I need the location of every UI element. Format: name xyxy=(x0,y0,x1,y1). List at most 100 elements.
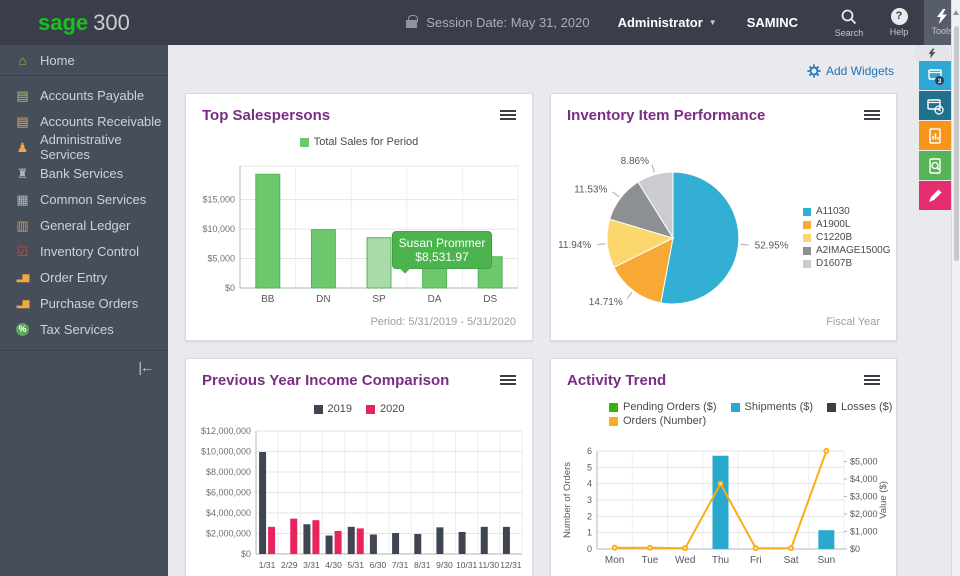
page-scrollbar[interactable] xyxy=(951,0,960,576)
sidebar-item-label: Purchase Orders xyxy=(40,295,139,311)
sidebar-item-bank-services[interactable]: ♜ Bank Services xyxy=(0,160,168,186)
svg-text:3: 3 xyxy=(587,495,592,505)
sidebar-item-tax-services[interactable]: % Tax Services xyxy=(0,316,168,342)
sidebar-item-label: General Ledger xyxy=(40,217,131,233)
chevron-down-icon: ▼ xyxy=(708,18,717,27)
bar-sp[interactable] xyxy=(366,237,392,289)
sidebar-item-label: Home xyxy=(40,52,75,68)
svg-text:$5,000: $5,000 xyxy=(850,457,878,467)
sidebar-item-inventory-control[interactable]: ☑ Inventory Control xyxy=(0,238,168,264)
administrative-services-icon: ♟ xyxy=(16,139,29,155)
svg-text:$3,000: $3,000 xyxy=(850,492,878,502)
svg-text:Wed: Wed xyxy=(675,555,695,566)
svg-text:4/30: 4/30 xyxy=(325,560,342,570)
svg-text:0: 0 xyxy=(587,544,592,554)
svg-text:$12,000,000: $12,000,000 xyxy=(201,426,251,436)
user-menu[interactable]: Administrator ▼ xyxy=(618,15,717,30)
svg-text:Value ($): Value ($) xyxy=(878,481,889,519)
sidebar-divider xyxy=(0,75,168,76)
bar-3-31[interactable] xyxy=(303,524,311,554)
add-widgets-button[interactable]: Add Widgets xyxy=(807,64,894,78)
legend-item-losses: Losses ($) xyxy=(827,401,892,413)
accounts-payable-icon: ▤ xyxy=(16,87,29,103)
search-icon xyxy=(841,9,857,24)
svg-text:2: 2 xyxy=(587,511,592,521)
sidebar-item-accounts-receivable[interactable]: ▤ Accounts Receivable xyxy=(0,108,168,134)
tools-rail: 3 xyxy=(919,61,951,211)
tooltip-title: Susan Prommer xyxy=(398,236,486,250)
sidebar-item-purchase-orders[interactable]: ▂▆ Purchase Orders xyxy=(0,290,168,316)
bar-2-29[interactable] xyxy=(290,518,298,554)
help-button[interactable]: ? Help xyxy=(874,0,924,45)
bar-dn[interactable] xyxy=(310,229,336,289)
widget-title: Top Salespersons xyxy=(202,106,331,124)
sidebar-item-administrative-services[interactable]: ♟ Administrative Services xyxy=(0,132,168,162)
bar-4-30[interactable] xyxy=(334,530,342,554)
widget-menu-button[interactable] xyxy=(864,106,880,124)
chart-income-comparison: $0 $2,000,000 $4,000,000 $6,000,000 $8,000,0… xyxy=(201,426,523,570)
bar-8-31[interactable] xyxy=(414,534,422,554)
recently-used-windows-icon xyxy=(927,98,944,115)
bar-6-30[interactable] xyxy=(369,534,377,554)
svg-text:Number of Orders: Number of Orders xyxy=(562,462,573,538)
bar-1-31[interactable] xyxy=(259,452,267,554)
widget-menu-button[interactable] xyxy=(864,371,880,389)
sidebar-item-order-entry[interactable]: ▂▆ Order Entry xyxy=(0,264,168,290)
bar-4-30[interactable] xyxy=(325,535,333,554)
reports-tile[interactable] xyxy=(919,121,951,150)
accounts-receivable-icon: ▤ xyxy=(16,113,29,129)
recently-used-windows-tile[interactable] xyxy=(919,91,951,120)
sidebar-item-accounts-payable[interactable]: ▤ Accounts Payable xyxy=(0,82,168,108)
svg-text:11.94%: 11.94% xyxy=(559,240,591,251)
sidebar-item-common-services[interactable]: ▦ Common Services xyxy=(0,186,168,212)
widget-top-salespersons: Top Salespersons Total Sales for Period … xyxy=(185,93,533,341)
tax-services-icon: % xyxy=(16,322,29,336)
bar-3-31[interactable] xyxy=(312,520,320,554)
home-icon: ⌂ xyxy=(18,52,27,68)
company-code[interactable]: SAMINC xyxy=(746,15,798,30)
inquiries-tile[interactable] xyxy=(919,151,951,180)
tools-panel-tab[interactable] xyxy=(915,45,949,61)
bar-9-30[interactable] xyxy=(436,527,444,554)
user-name: Administrator xyxy=(617,15,703,30)
search-button[interactable]: Search xyxy=(824,0,874,45)
bar-10-31[interactable] xyxy=(458,531,466,554)
scrollbar-thumb[interactable] xyxy=(953,26,959,261)
bank-services-icon: ♜ xyxy=(16,165,29,181)
bar-12-31[interactable] xyxy=(502,526,510,554)
sidebar-collapse-button[interactable]: |← xyxy=(0,351,168,383)
svg-text:10/31: 10/31 xyxy=(456,560,478,570)
svg-text:Mon: Mon xyxy=(605,555,624,566)
pie-slice-a11030[interactable] xyxy=(660,171,740,305)
svg-text:BB: BB xyxy=(261,294,275,305)
legend-item-shipments: Shipments ($) xyxy=(730,401,813,413)
bar-5-31[interactable] xyxy=(356,528,364,554)
svg-text:$1,000: $1,000 xyxy=(850,527,878,537)
svg-text:SP: SP xyxy=(372,294,386,305)
bar-1-31[interactable] xyxy=(268,526,276,554)
svg-text:1: 1 xyxy=(587,528,592,538)
scroll-up-arrow-icon[interactable] xyxy=(953,10,959,15)
widget-menu-button[interactable] xyxy=(500,371,516,389)
widget-menu-button[interactable] xyxy=(500,106,516,124)
legend-item-a2image1500g: A2IMAGE1500G xyxy=(803,245,890,256)
customize-tile[interactable] xyxy=(919,181,951,210)
reports-icon xyxy=(929,127,941,144)
sidebar-item-home[interactable]: ⌂ Home xyxy=(0,45,168,75)
legend-item-orders-number: Orders (Number) xyxy=(609,415,706,427)
bar-thu[interactable] xyxy=(712,455,729,549)
bar-7-31[interactable] xyxy=(392,532,400,554)
bar-11-30[interactable] xyxy=(480,526,488,554)
svg-text:$6,000,000: $6,000,000 xyxy=(206,488,251,498)
bar-sun[interactable] xyxy=(818,530,835,549)
pie-slice-a1900l[interactable] xyxy=(613,237,674,304)
search-label: Search xyxy=(834,27,864,38)
open-windows-tile[interactable]: 3 xyxy=(919,61,951,90)
pie-slice-d1607b[interactable] xyxy=(637,171,674,240)
bar-5-31[interactable] xyxy=(347,526,355,554)
widget-footer: Fiscal Year xyxy=(826,316,880,328)
bar-bb[interactable] xyxy=(255,173,281,289)
app-header: sage 300 Session Date: May 31, 2020 Admin… xyxy=(0,0,960,45)
sidebar-item-label: Accounts Payable xyxy=(40,87,145,103)
sidebar-item-general-ledger[interactable]: ▥ General Ledger xyxy=(0,212,168,238)
